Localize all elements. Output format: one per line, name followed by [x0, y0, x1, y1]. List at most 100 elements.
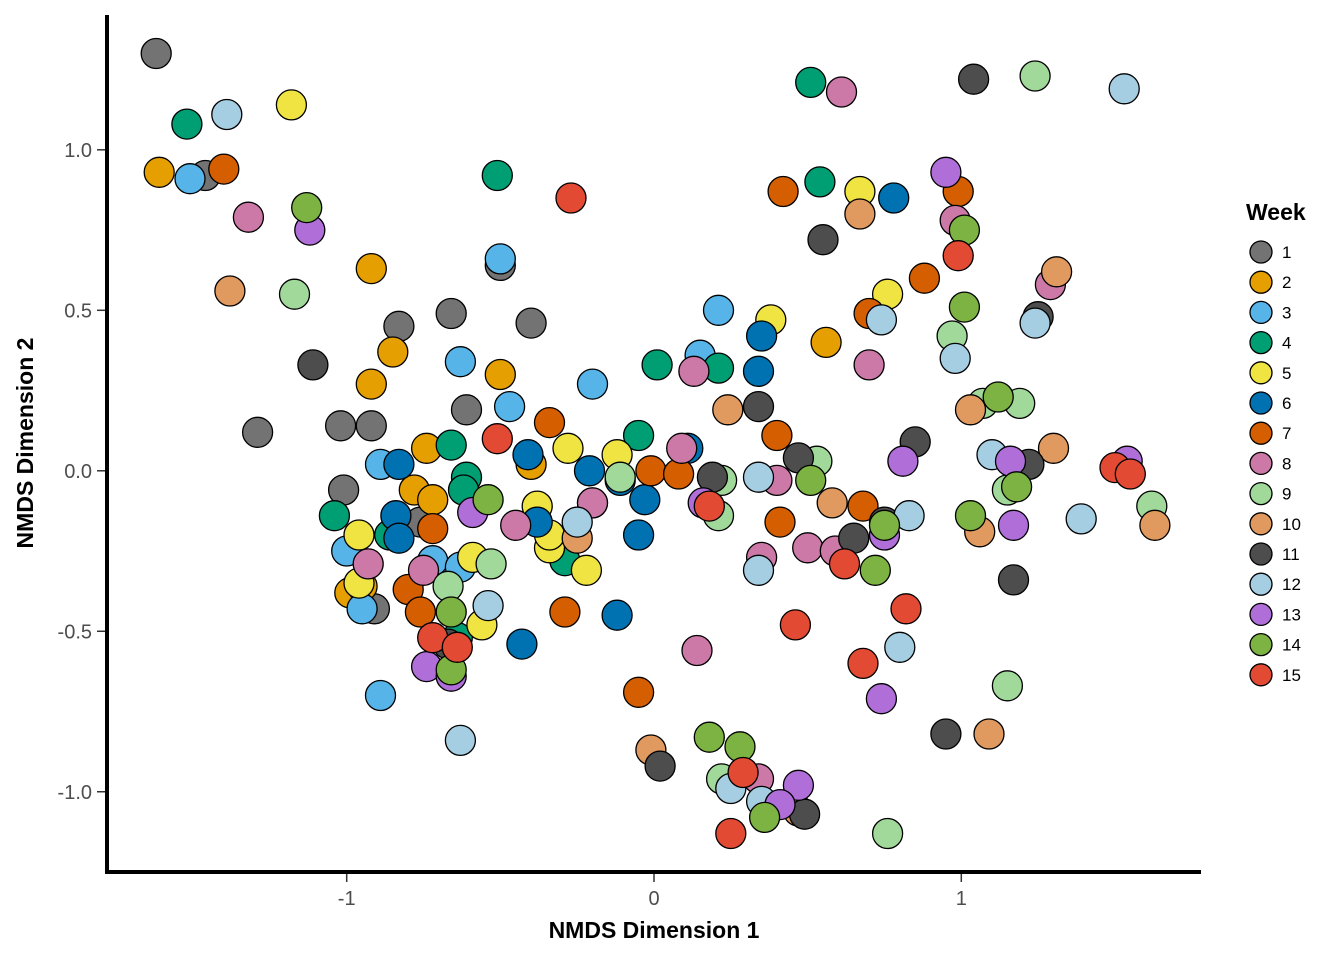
point-week-9-7 [604, 461, 636, 493]
point-week-7-11 [417, 512, 449, 545]
point-week-8-14 [407, 554, 440, 586]
point-week-6-14 [601, 599, 633, 631]
point-week-7-15 [622, 676, 655, 708]
legend-key-week-2 [1249, 270, 1273, 294]
point-week-15-12 [727, 756, 759, 789]
legend-key-week-15 [1249, 663, 1273, 687]
legend-label-week-12: 12 [1282, 575, 1301, 594]
point-week-8-11 [792, 532, 824, 564]
point-week-2-3 [355, 368, 387, 400]
point-week-15-13 [715, 817, 747, 850]
x-tick-label-1: 0 [648, 888, 659, 910]
point-week-13-12 [782, 769, 815, 801]
point-week-2-2 [377, 336, 409, 368]
point-week-15-0 [555, 182, 587, 214]
point-week-6-4 [383, 448, 415, 481]
point-week-6-3 [512, 439, 544, 471]
point-week-14-1 [948, 214, 981, 246]
point-week-14-0 [291, 191, 323, 224]
x-ticks: -1 0 1 [338, 874, 967, 910]
point-week-6-9 [629, 484, 661, 516]
point-week-4-4 [641, 349, 673, 381]
point-week-14-10 [435, 596, 467, 628]
point-week-4-2 [795, 66, 827, 99]
point-week-1-3 [435, 297, 467, 330]
point-week-3-6 [702, 294, 735, 326]
y-tick-label-2: 0.0 [64, 461, 92, 483]
point-week-5-0 [275, 89, 308, 121]
point-week-15-2 [481, 423, 513, 455]
point-week-15-7 [890, 593, 922, 625]
point-week-5-4 [552, 432, 584, 464]
point-week-15-6 [828, 548, 861, 580]
point-week-15-11 [847, 647, 879, 680]
point-week-13-11 [865, 683, 898, 715]
point-week-10-8 [1139, 509, 1171, 541]
point-week-10-11 [973, 718, 1005, 750]
point-week-10-1 [844, 198, 876, 230]
point-week-12-3 [1019, 307, 1051, 339]
point-week-11-2 [807, 224, 839, 256]
point-week-3-4 [576, 368, 609, 400]
point-week-7-10 [847, 490, 879, 522]
legend-key-week-8 [1249, 451, 1273, 476]
legend-label-week-3: 3 [1282, 303, 1291, 322]
point-week-10-3 [712, 394, 744, 426]
point-week-15-4 [1114, 458, 1146, 490]
legend-label-week-9: 9 [1282, 485, 1291, 504]
legend-label-week-11: 11 [1282, 545, 1300, 564]
point-week-7-13 [404, 596, 437, 628]
point-week-14-2 [948, 291, 981, 323]
point-week-1-8 [355, 410, 387, 442]
point-week-8-7 [500, 509, 532, 541]
point-week-9-9 [475, 548, 507, 580]
point-week-14-6 [868, 509, 901, 541]
point-week-7-3 [908, 262, 941, 294]
point-week-6-2 [742, 355, 775, 387]
point-week-12-0 [1108, 73, 1140, 105]
point-week-8-6 [666, 432, 698, 464]
point-week-13-2 [887, 445, 919, 477]
legend-key-week-13 [1249, 602, 1273, 627]
legend-key-week-11 [1249, 542, 1273, 566]
legend-key-week-3 [1249, 300, 1273, 325]
point-week-1-2 [383, 310, 415, 342]
legend-key-week-14 [1249, 632, 1273, 657]
point-week-8-4 [678, 355, 710, 387]
point-week-4-1 [481, 159, 513, 192]
point-week-13-7 [997, 509, 1030, 541]
point-week-12-11 [472, 589, 504, 622]
legend-key-week-12 [1249, 572, 1273, 596]
point-week-2-10 [810, 326, 842, 359]
legend-label-week-14: 14 [1282, 636, 1301, 655]
legend-label-week-8: 8 [1282, 454, 1291, 473]
point-week-6-0 [878, 182, 910, 214]
point-week-10-4 [954, 394, 987, 426]
point-week-12-13 [444, 724, 477, 757]
point-week-8-0 [825, 76, 858, 108]
point-week-5-12 [570, 554, 603, 586]
point-week-3-10 [364, 679, 397, 712]
point-week-14-14 [748, 801, 781, 834]
point-week-1-0 [140, 37, 172, 70]
point-week-15-8 [779, 609, 812, 641]
legend-key-week-6 [1249, 391, 1273, 415]
point-week-7-14 [549, 596, 581, 628]
axes-layer [105, 15, 1201, 874]
legend-key-week-10 [1249, 512, 1273, 536]
point-week-2-8 [417, 484, 449, 516]
point-week-14-5 [472, 484, 504, 516]
point-week-14-9 [859, 554, 891, 586]
point-week-9-14 [991, 670, 1024, 702]
point-week-7-7 [635, 455, 667, 487]
point-week-1-4 [515, 307, 547, 339]
legend-label-week-7: 7 [1282, 424, 1291, 443]
point-week-9-0 [1019, 60, 1051, 92]
point-week-12-9 [742, 554, 775, 586]
point-week-10-5 [1037, 432, 1070, 464]
legend-label-week-6: 6 [1282, 394, 1291, 413]
point-week-5-8 [343, 519, 375, 551]
point-week-12-4 [939, 342, 971, 375]
y-tick-label-3: 0.5 [64, 300, 92, 322]
